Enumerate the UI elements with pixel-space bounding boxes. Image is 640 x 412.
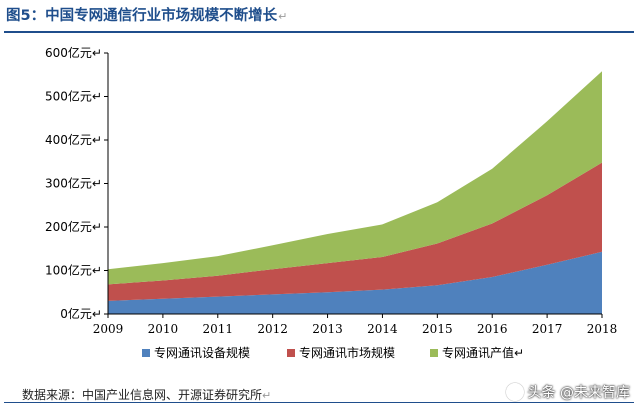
x-tick-label: 2014 xyxy=(367,322,398,336)
area-series-2 xyxy=(108,162,602,301)
legend-swatch-2 xyxy=(287,349,295,357)
watermark: 头条 @未来智库 xyxy=(505,382,630,402)
source-divider xyxy=(4,402,634,403)
area-series-1 xyxy=(108,251,602,314)
legend-swatch-3 xyxy=(430,349,438,357)
x-tick-label: 2011 xyxy=(203,322,234,336)
y-tick-label: 200亿元↵ xyxy=(45,219,102,234)
x-tick-label: 2015 xyxy=(422,322,453,336)
x-tick-label: 2018 xyxy=(587,322,618,336)
x-tick-label: 2009 xyxy=(93,322,124,336)
legend-label-3: 专网通讯产值↵ xyxy=(442,345,524,360)
x-tick-label: 2013 xyxy=(312,322,343,336)
x-tick-label: 2012 xyxy=(257,322,288,336)
source-note: 数据来源：中国产业信息网、开源证券研究所↵ xyxy=(22,388,272,402)
area-series-3 xyxy=(108,71,602,285)
y-tick-label: 500亿元↵ xyxy=(45,89,102,104)
title-divider xyxy=(4,31,634,33)
y-tick-label: 400亿元↵ xyxy=(45,132,102,147)
x-tick-label: 2010 xyxy=(148,322,179,336)
y-tick-label: 600亿元↵ xyxy=(45,45,102,60)
legend-label-1: 专网通讯设备规模 xyxy=(154,345,250,360)
y-tick-label: 0亿元↵ xyxy=(60,306,102,321)
legend-swatch-1 xyxy=(142,349,150,357)
y-tick-label: 100亿元↵ xyxy=(45,263,102,278)
x-tick-label: 2016 xyxy=(477,322,508,336)
figure-title: 图5：中国专网通信行业市场规模不断增长↵ xyxy=(6,8,288,24)
watermark-icon xyxy=(505,383,524,401)
paragraph-mark: ↵ xyxy=(278,10,288,23)
x-tick-label: 2017 xyxy=(532,322,563,336)
legend-label-2: 专网通讯市场规模 xyxy=(299,345,395,360)
y-tick-label: 300亿元↵ xyxy=(45,176,102,191)
